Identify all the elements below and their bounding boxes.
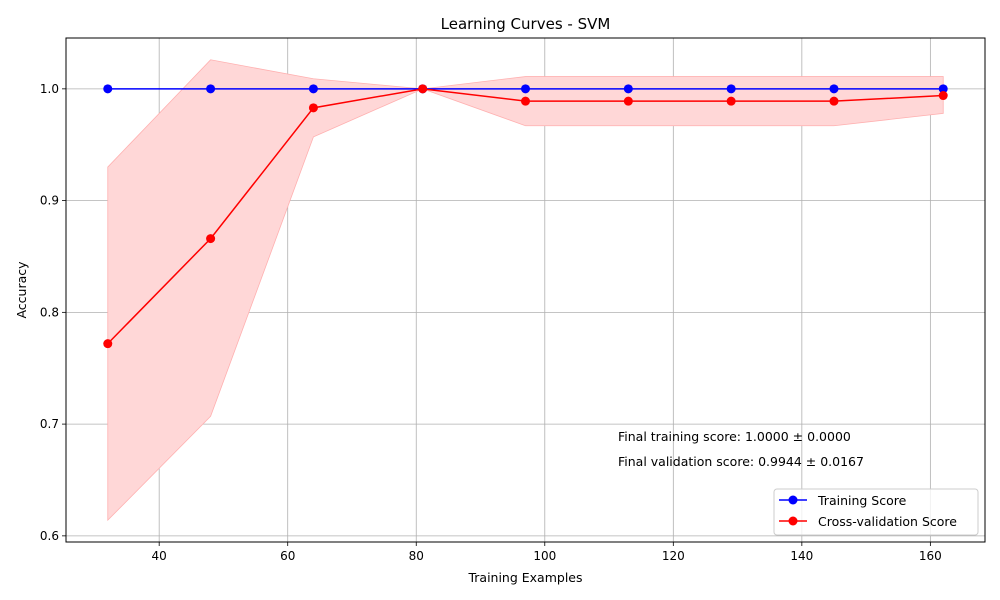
training-score-point <box>521 84 530 94</box>
x-tick-label: 80 <box>409 549 424 563</box>
training-score-point <box>206 84 216 94</box>
x-tick-label: 60 <box>280 549 295 563</box>
y-axis-label: Accuracy <box>14 261 29 319</box>
validation-score-point <box>938 91 948 101</box>
validation-score-point <box>206 234 216 244</box>
chart-title: Learning Curves - SVM <box>441 15 611 33</box>
x-tick-label: 140 <box>790 549 813 563</box>
legend-validation-label: Cross-validation Score <box>818 514 957 529</box>
final-training-score-text: Final training score: 1.0000 ± 0.0000 <box>618 429 851 444</box>
training-score-point <box>308 84 318 94</box>
validation-score-point <box>623 96 633 106</box>
legend-training-label: Training Score <box>817 493 907 508</box>
y-tick-label: 0.8 <box>40 305 59 319</box>
y-axis-ticks: 0.6 0.7 0.8 0.9 1.0 <box>40 82 66 543</box>
x-tick-label: 120 <box>662 549 685 563</box>
plot-frame <box>65 37 986 543</box>
training-score-point <box>726 84 736 94</box>
training-score-point <box>103 84 113 94</box>
validation-score-point <box>521 96 530 106</box>
validation-score-point <box>829 96 839 106</box>
legend: Training Score Cross-validation Score <box>773 488 979 536</box>
x-axis-ticks: 40 60 80 100 120 140 160 <box>152 542 942 563</box>
x-tick-label: 40 <box>152 549 167 563</box>
y-tick-label: 0.7 <box>40 417 59 431</box>
y-tick-label: 0.6 <box>40 529 59 543</box>
training-score-point <box>829 84 839 94</box>
y-tick-label: 1.0 <box>40 82 59 96</box>
final-validation-score-text: Final validation score: 0.9944 ± 0.0167 <box>618 454 864 469</box>
validation-score-point <box>726 96 736 106</box>
validation-score-point <box>308 103 318 113</box>
legend-box <box>773 488 979 536</box>
x-tick-label: 160 <box>919 549 942 563</box>
training-score-point <box>938 84 948 94</box>
x-tick-label: 100 <box>533 549 556 563</box>
y-tick-label: 0.9 <box>40 194 59 208</box>
series-markers <box>103 84 948 349</box>
legend-training-marker <box>788 495 798 505</box>
validation-score-point <box>418 84 428 94</box>
legend-validation-marker <box>788 516 798 526</box>
grid <box>66 38 985 542</box>
validation-score-point <box>103 339 113 349</box>
training-score-point <box>623 84 633 94</box>
x-axis-label: Training Examples <box>467 570 582 585</box>
